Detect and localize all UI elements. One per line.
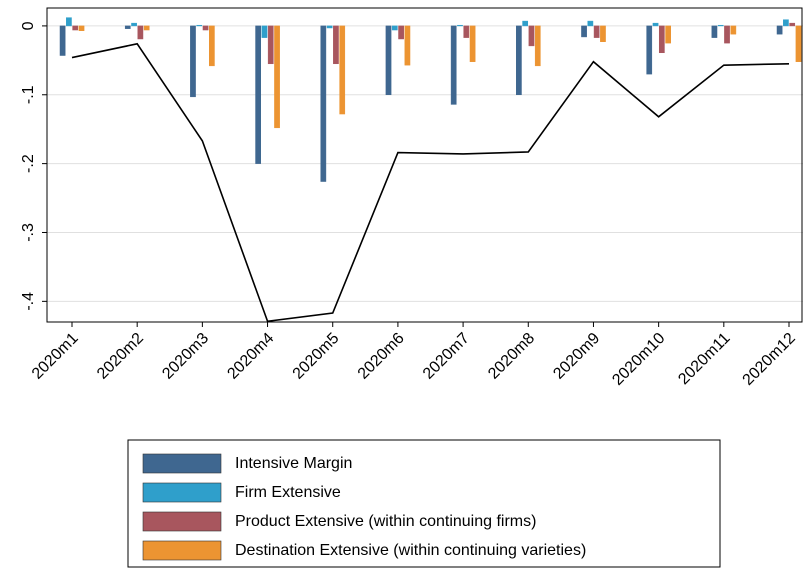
bar [587, 20, 594, 27]
plot-frame [46, 7, 803, 323]
bar [326, 25, 333, 29]
bar [143, 25, 150, 31]
bar [255, 25, 261, 164]
bar [131, 22, 137, 27]
legend-swatch [142, 482, 222, 503]
legend-swatch [142, 453, 222, 474]
bar [658, 25, 665, 54]
bar [463, 25, 470, 38]
bar [320, 25, 327, 182]
bar [522, 20, 529, 27]
bar [457, 24, 463, 27]
bar [196, 24, 203, 27]
bar [783, 19, 789, 27]
legend-label: Intensive Margin [235, 455, 352, 472]
bar [711, 25, 718, 38]
legend-swatch [142, 511, 222, 532]
bar [385, 25, 392, 96]
bar [72, 25, 79, 31]
bar [528, 25, 535, 47]
bar [730, 25, 737, 35]
bar [209, 25, 215, 67]
bar [274, 25, 280, 129]
y-tick-label: -.1 [20, 85, 37, 104]
line [71, 42, 790, 323]
bar [724, 25, 730, 44]
bar [581, 25, 587, 38]
bar [776, 25, 783, 35]
bar [261, 25, 268, 38]
bar [78, 25, 85, 31]
legend-label: Product Extensive (within continuing fir… [235, 513, 536, 530]
y-tick-label: 0 [20, 21, 37, 30]
y-tick-label: -.3 [20, 223, 37, 242]
bar [469, 25, 476, 62]
bar [267, 25, 274, 65]
bar [450, 25, 457, 105]
legend-box [127, 439, 721, 568]
legend-label: Firm Extensive [235, 484, 341, 501]
y-tick-label: -.4 [20, 292, 37, 311]
bar [124, 25, 131, 29]
bar [202, 25, 209, 31]
legend-label: Destination Extensive (within continuing… [235, 542, 586, 559]
bar [516, 25, 522, 96]
bar [190, 25, 196, 98]
bar [398, 25, 404, 40]
bar [593, 25, 600, 38]
bar [66, 17, 72, 27]
bar [665, 25, 671, 44]
bar [137, 25, 144, 40]
bar [404, 25, 411, 66]
bar [646, 25, 653, 75]
bar [534, 25, 541, 67]
bar [789, 22, 796, 27]
bar [652, 22, 659, 27]
bar [339, 25, 346, 115]
bar [717, 24, 724, 27]
bar [600, 25, 606, 42]
bar [391, 25, 398, 31]
bar [59, 25, 66, 56]
bar [333, 25, 339, 65]
bar [795, 25, 802, 62]
y-tick-label: -.2 [20, 154, 37, 173]
legend-swatch [142, 540, 222, 561]
